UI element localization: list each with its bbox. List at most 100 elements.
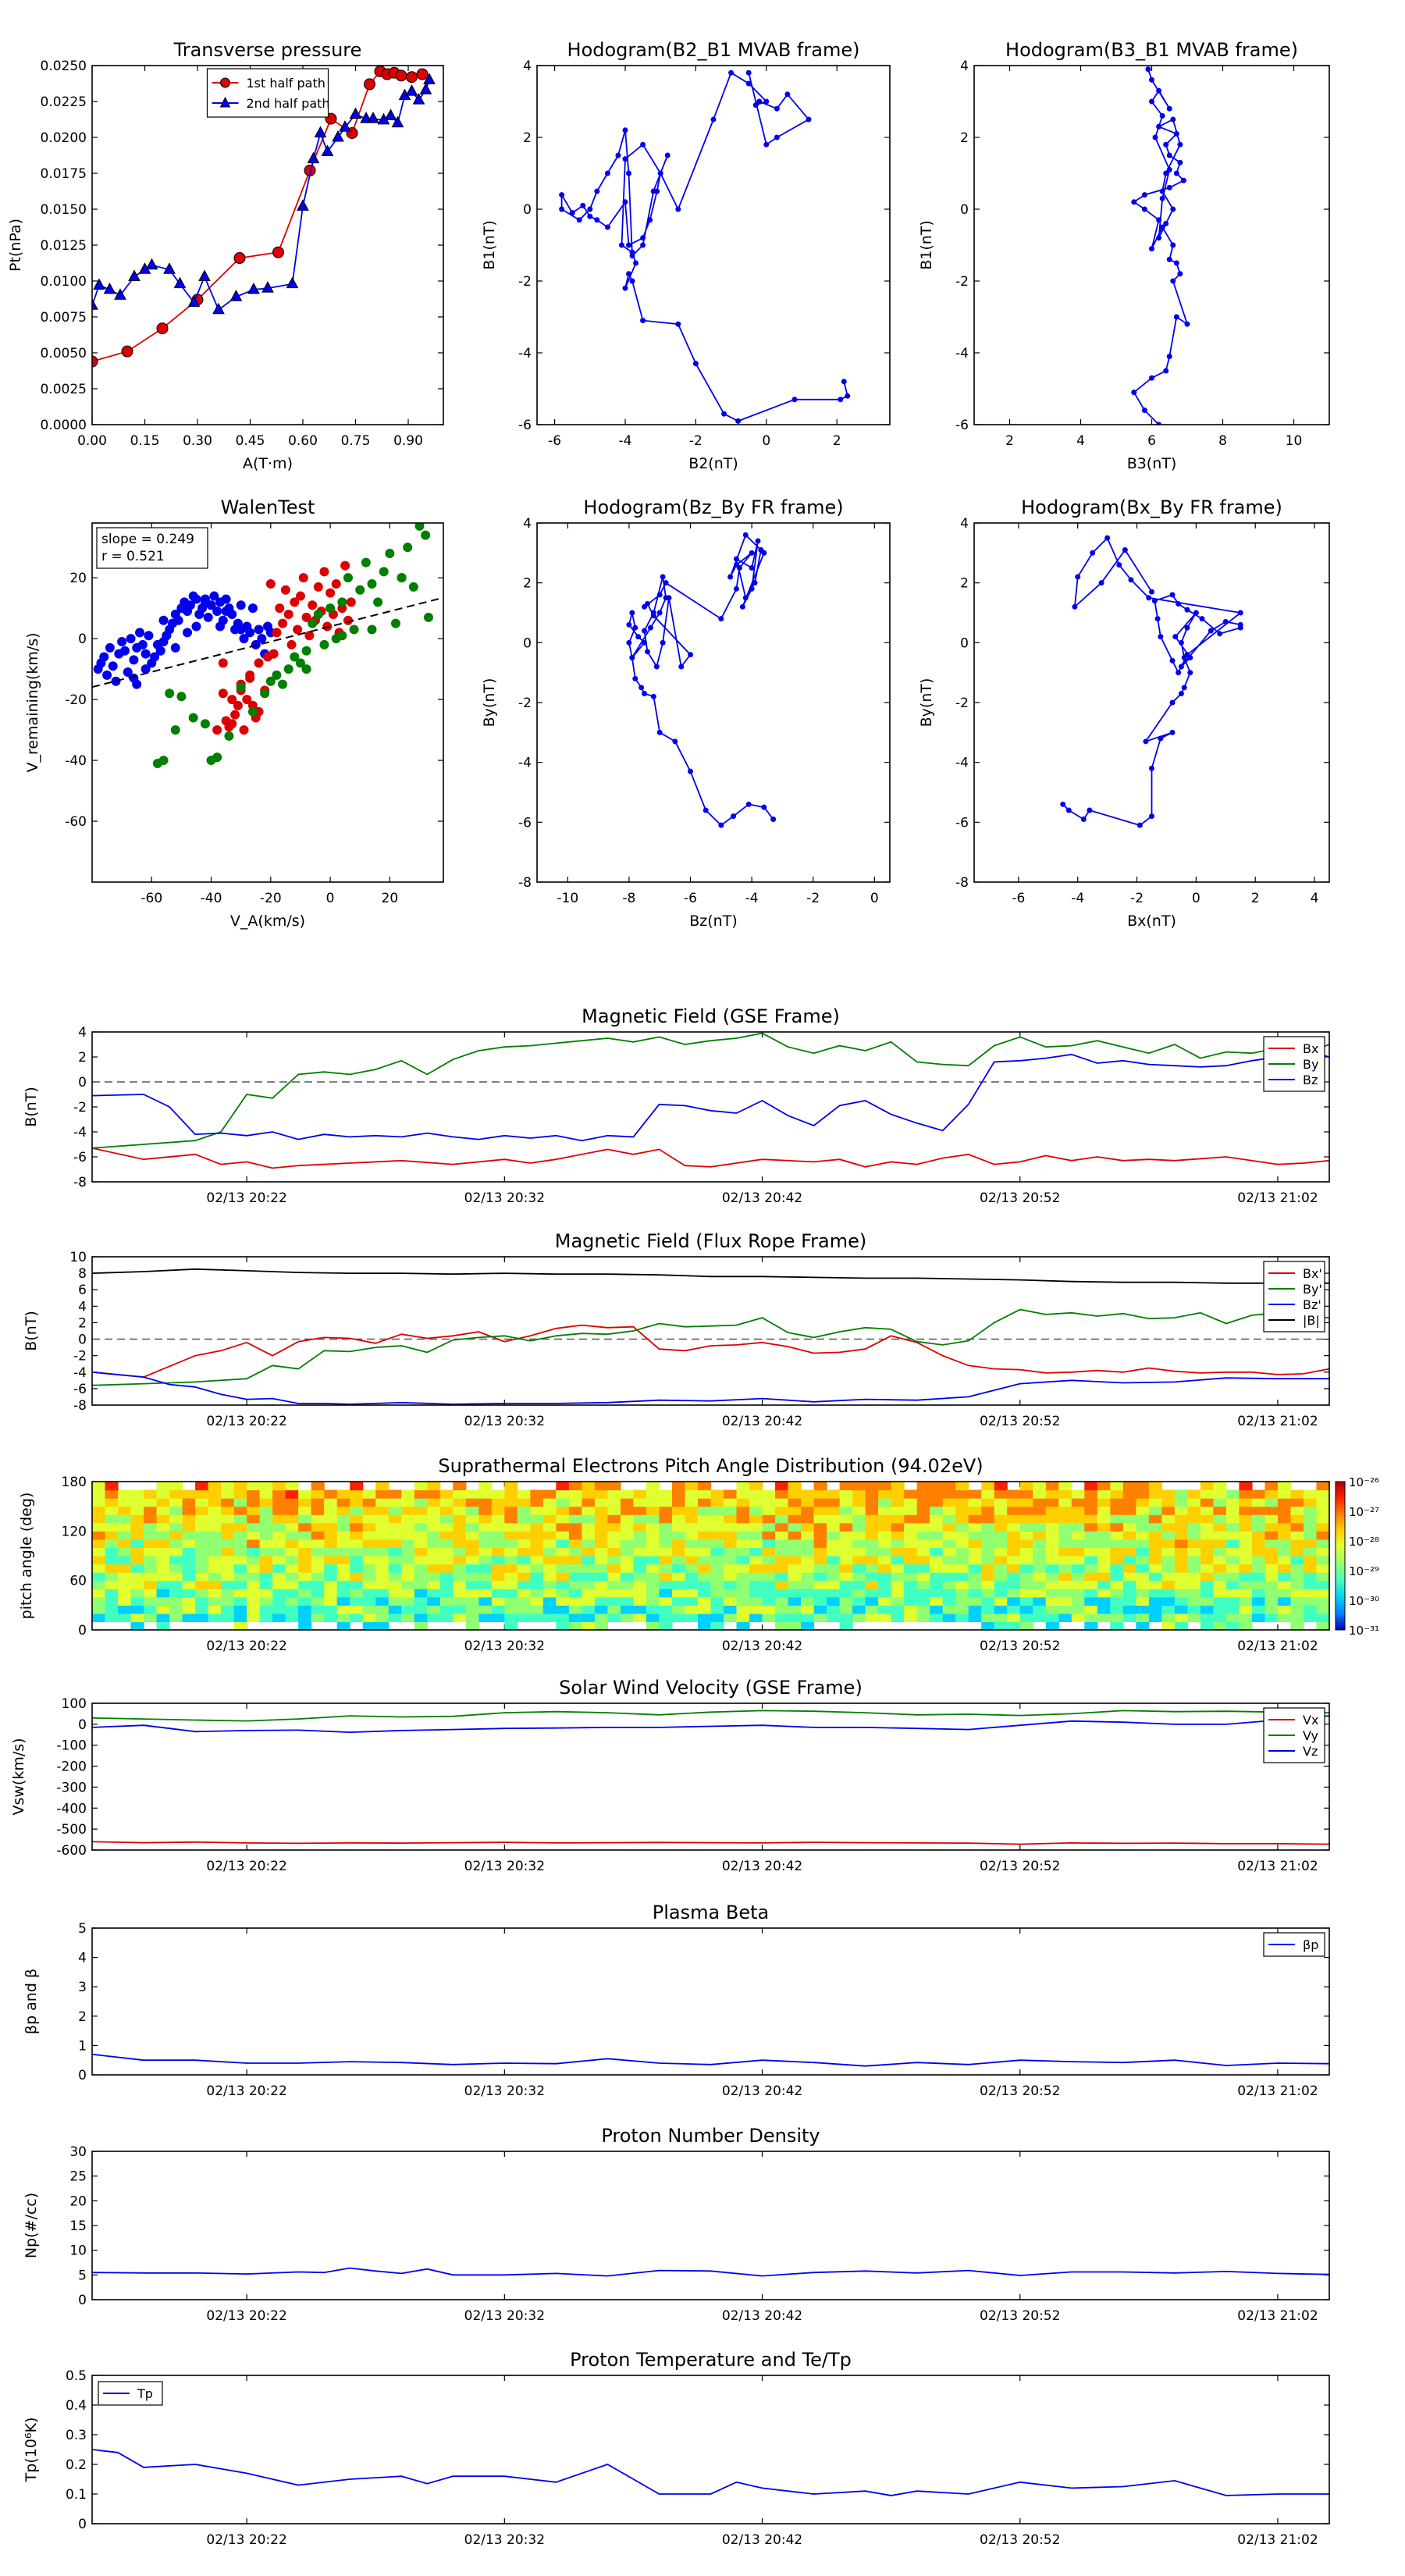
heatmap-cell (1264, 1589, 1279, 1598)
heatmap-cell (981, 1605, 995, 1614)
scatter-point (132, 679, 142, 689)
heatmap-cell (156, 1506, 170, 1515)
x-tick-label: 0.00 (77, 433, 107, 449)
heatmap-cell (1161, 1498, 1176, 1507)
heatmap-cell (1148, 1482, 1162, 1491)
y-tick-label: 4 (523, 516, 532, 532)
heatmap-cell (1019, 1613, 1033, 1623)
y-tick-label: -20 (65, 692, 87, 708)
heatmap-cell (1174, 1547, 1188, 1557)
heatmap-cell (1303, 1522, 1318, 1532)
heatmap-cell (427, 1572, 441, 1582)
heatmap-cell (568, 1539, 582, 1549)
heatmap-cell (362, 1514, 376, 1524)
heatmap-cell (968, 1531, 982, 1540)
heatmap-cell (968, 1522, 982, 1532)
heatmap-cell (968, 1506, 982, 1515)
heatmap-cell (453, 1572, 467, 1582)
data-point (745, 69, 752, 76)
heatmap-cell (427, 1580, 441, 1589)
heatmap-cell (594, 1482, 609, 1491)
heatmap-cell (1213, 1506, 1227, 1515)
heatmap-cell (582, 1589, 596, 1598)
y-axis-label: By(nT) (918, 678, 935, 728)
heatmap-cell (633, 1514, 647, 1524)
heatmap-cell (1084, 1621, 1098, 1631)
heatmap-cell (724, 1539, 738, 1549)
heatmap-cell (298, 1498, 312, 1507)
heatmap-cell (388, 1531, 402, 1540)
annotation-text: slope = 0.249 (101, 532, 194, 547)
heatmap-cell (427, 1547, 441, 1557)
heatmap-cell (659, 1489, 673, 1499)
heatmap-cell (156, 1621, 170, 1631)
heatmap-cell (1277, 1539, 1292, 1549)
heatmap-cell (942, 1514, 956, 1524)
heatmap-cell (1110, 1539, 1124, 1549)
heatmap-cell (633, 1613, 647, 1623)
heatmap-cell (1251, 1506, 1266, 1515)
x-tick-label: 0 (1192, 891, 1200, 906)
scatter-point (239, 634, 249, 644)
heatmap-cell (156, 1514, 170, 1524)
heatmap-cell (671, 1564, 686, 1573)
heatmap-cell (182, 1572, 196, 1582)
heatmap-cell (955, 1596, 969, 1606)
data-point (1163, 141, 1169, 148)
heatmap-cell (414, 1522, 428, 1532)
heatmap-cell (710, 1596, 724, 1606)
heatmap-cell (568, 1522, 582, 1532)
heatmap-cell (517, 1522, 531, 1532)
heatmap-cell (1097, 1572, 1111, 1582)
heatmap-cell (775, 1514, 789, 1524)
scatter-point (165, 688, 175, 699)
heatmap-cell (659, 1613, 673, 1623)
heatmap-cell (697, 1564, 712, 1573)
heatmap-cell (1290, 1605, 1304, 1614)
heatmap-cell (1007, 1506, 1021, 1515)
scatter-point (215, 621, 225, 632)
heatmap-cell (1161, 1596, 1176, 1606)
heatmap-cell (285, 1489, 299, 1499)
colorbar-label: 10⁻²⁸ (1349, 1535, 1379, 1549)
heatmap-cell (930, 1531, 944, 1540)
heatmap-cell (182, 1539, 196, 1549)
plot-frame (91, 1927, 1330, 2076)
heatmap-cell (1007, 1498, 1021, 1507)
x-tick-label: 02/13 20:22 (206, 1190, 286, 1206)
heatmap-cell (1136, 1547, 1150, 1557)
heatmap-cell (414, 1514, 428, 1524)
heatmap-cell (671, 1531, 686, 1540)
x-tick-label: 20 (382, 891, 399, 906)
heatmap-cell (968, 1613, 982, 1623)
series-group (92, 2267, 1329, 2277)
heatmap-cell (350, 1572, 364, 1582)
scatter-point (367, 578, 377, 589)
heatmap-cell (607, 1613, 621, 1623)
heatmap-cell (1187, 1556, 1201, 1565)
heatmap-cell (697, 1489, 712, 1499)
scatter-point (135, 628, 145, 638)
heatmap-cell (865, 1522, 879, 1532)
heatmap-cell (311, 1547, 325, 1557)
heatmap-cell (311, 1580, 325, 1589)
y-tick-label: 180 (62, 1475, 87, 1490)
heatmap-cell (530, 1580, 544, 1589)
heatmap-cell (530, 1539, 544, 1549)
heatmap-cell (801, 1613, 815, 1623)
heatmap-cell (916, 1489, 930, 1499)
heatmap-cell (388, 1547, 402, 1557)
heatmap-cell (105, 1531, 119, 1540)
heatmap-cell (182, 1613, 196, 1623)
heatmap-cell (439, 1522, 454, 1532)
heatmap-cell (208, 1531, 222, 1540)
heatmap-cell (311, 1556, 325, 1565)
heatmap-cell (401, 1489, 415, 1499)
heatmap-cell (118, 1498, 132, 1507)
heatmap-cell (144, 1605, 158, 1614)
heatmap-cell (311, 1489, 325, 1499)
x-tick-label: 02/13 20:52 (980, 2083, 1060, 2099)
data-point (1146, 595, 1152, 601)
heatmap-cell (1161, 1572, 1176, 1582)
